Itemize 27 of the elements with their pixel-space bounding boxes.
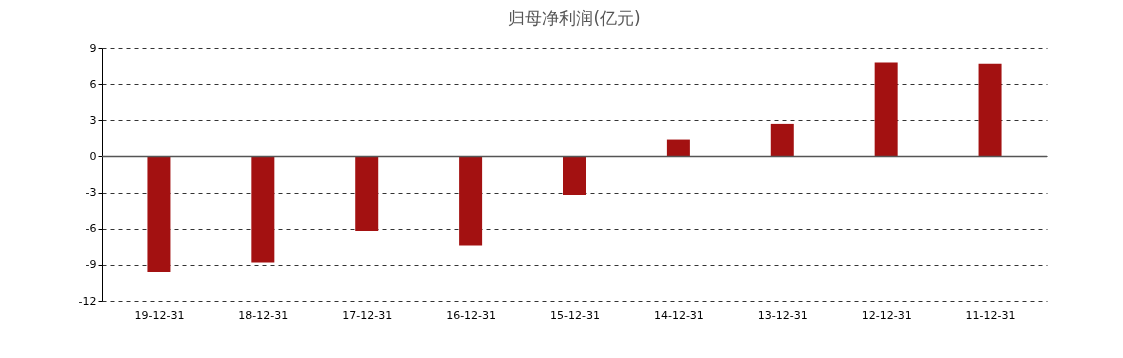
x-tick-label: 15-12-31: [550, 308, 600, 322]
x-tick-label: 13-12-31: [757, 308, 808, 322]
bar: [355, 156, 379, 232]
bar: [874, 62, 898, 157]
x-tick-label: 14-12-31: [653, 308, 704, 322]
bar: [770, 123, 794, 157]
bar: [459, 156, 483, 246]
chart-title: 归母净利润(亿元): [508, 8, 641, 28]
x-tick-label: 11-12-31: [965, 308, 1016, 322]
y-tick-label: 9: [89, 41, 97, 55]
x-tick-label: 19-12-31: [134, 308, 185, 322]
bar: [563, 156, 586, 195]
y-tick-label: -12: [78, 294, 97, 308]
bar: [251, 156, 275, 263]
bar: [666, 139, 690, 157]
x-tick-label: 16-12-31: [446, 308, 497, 322]
y-tick-label: -3: [85, 186, 97, 200]
x-tick-label: 18-12-31: [238, 308, 289, 322]
x-tick-label: 17-12-31: [342, 308, 393, 322]
bar: [978, 63, 1002, 157]
bar: [147, 156, 171, 273]
y-tick-label: -9: [85, 258, 97, 272]
x-tick-label: 12-12-31: [861, 308, 912, 322]
y-tick-label: 3: [89, 113, 97, 127]
y-tick-label: -6: [85, 222, 97, 236]
y-tick-label: 0: [89, 149, 97, 163]
y-tick-label: 6: [89, 77, 97, 91]
